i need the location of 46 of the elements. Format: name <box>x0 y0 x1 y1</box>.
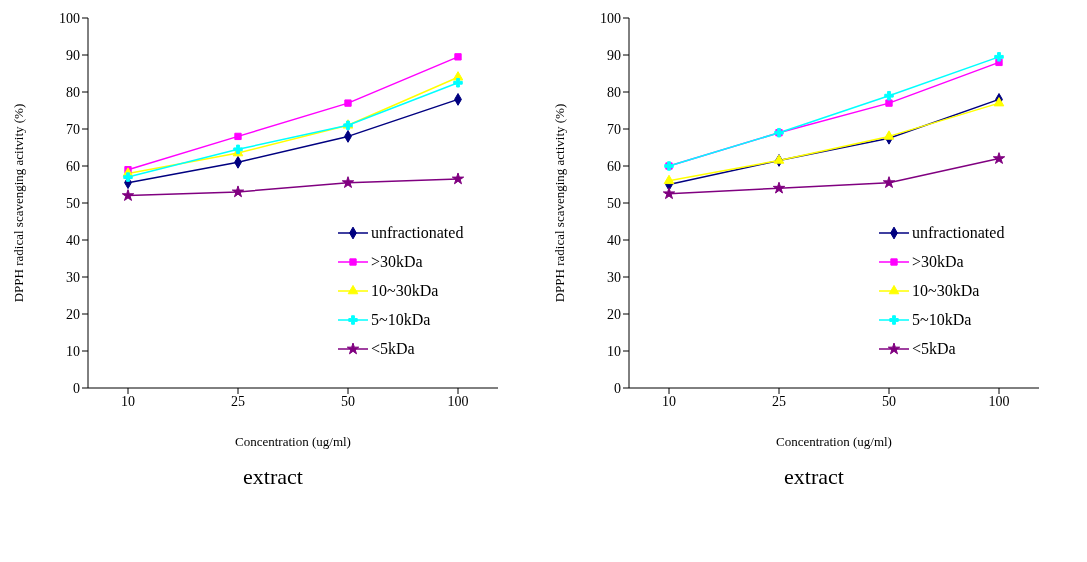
y-tick-label: 80 <box>607 84 621 100</box>
y-tick-label: 90 <box>66 47 80 63</box>
legend-label: 5~10kDa <box>371 310 431 329</box>
y-tick-label: 90 <box>607 47 621 63</box>
y-axis-title: DPPH radical scavenging activity (%) <box>551 103 567 303</box>
y-tick-label: 100 <box>600 10 621 26</box>
legend-label: unfractionated <box>912 223 1005 242</box>
y-tick-label: 70 <box>66 121 80 137</box>
y-tick-label: 40 <box>607 232 621 248</box>
y-tick-label: 70 <box>607 121 621 137</box>
legend-label: <5kDa <box>371 339 415 358</box>
x-tick-label: 10 <box>662 393 676 409</box>
x-tick-label: 25 <box>231 393 245 409</box>
y-tick-label: 0 <box>614 380 621 396</box>
legend-label: 10~30kDa <box>371 281 439 300</box>
y-tick-label: 60 <box>607 158 621 174</box>
legend-label: >30kDa <box>912 252 964 271</box>
y-tick-label: 10 <box>66 343 80 359</box>
y-tick-label: 50 <box>607 195 621 211</box>
x-tick-label: 50 <box>341 393 355 409</box>
x-axis-title: Concentration (ug/ml) <box>776 434 892 449</box>
legend-label: 10~30kDa <box>912 281 980 300</box>
x-tick-label: 100 <box>988 393 1010 409</box>
y-axis-title: DPPH radical scavenging acitvity (%) <box>10 103 26 303</box>
y-tick-label: 0 <box>73 380 80 396</box>
x-axis-title: Concentration (ug/ml) <box>235 434 351 449</box>
legend-label: unfractionated <box>371 223 464 242</box>
y-tick-label: 20 <box>66 306 80 322</box>
y-tick-label: 40 <box>66 232 80 248</box>
text: extract <box>242 464 304 490</box>
y-tick-label: 80 <box>66 84 80 100</box>
y-tick-label: 10 <box>607 343 621 359</box>
y-tick-label: 20 <box>607 306 621 322</box>
text: extract <box>783 464 845 490</box>
y-tick-label: 30 <box>607 269 621 285</box>
legend-label: <5kDa <box>912 339 956 358</box>
legend-label: >30kDa <box>371 252 423 271</box>
y-tick-label: 60 <box>66 158 80 174</box>
x-tick-label: 50 <box>882 393 896 409</box>
x-tick-label: 100 <box>447 393 469 409</box>
legend-label: 5~10kDa <box>912 310 972 329</box>
y-tick-label: 100 <box>59 10 80 26</box>
x-tick-label: 25 <box>772 393 786 409</box>
y-tick-label: 50 <box>66 195 80 211</box>
x-tick-label: 10 <box>121 393 135 409</box>
y-tick-label: 30 <box>66 269 80 285</box>
